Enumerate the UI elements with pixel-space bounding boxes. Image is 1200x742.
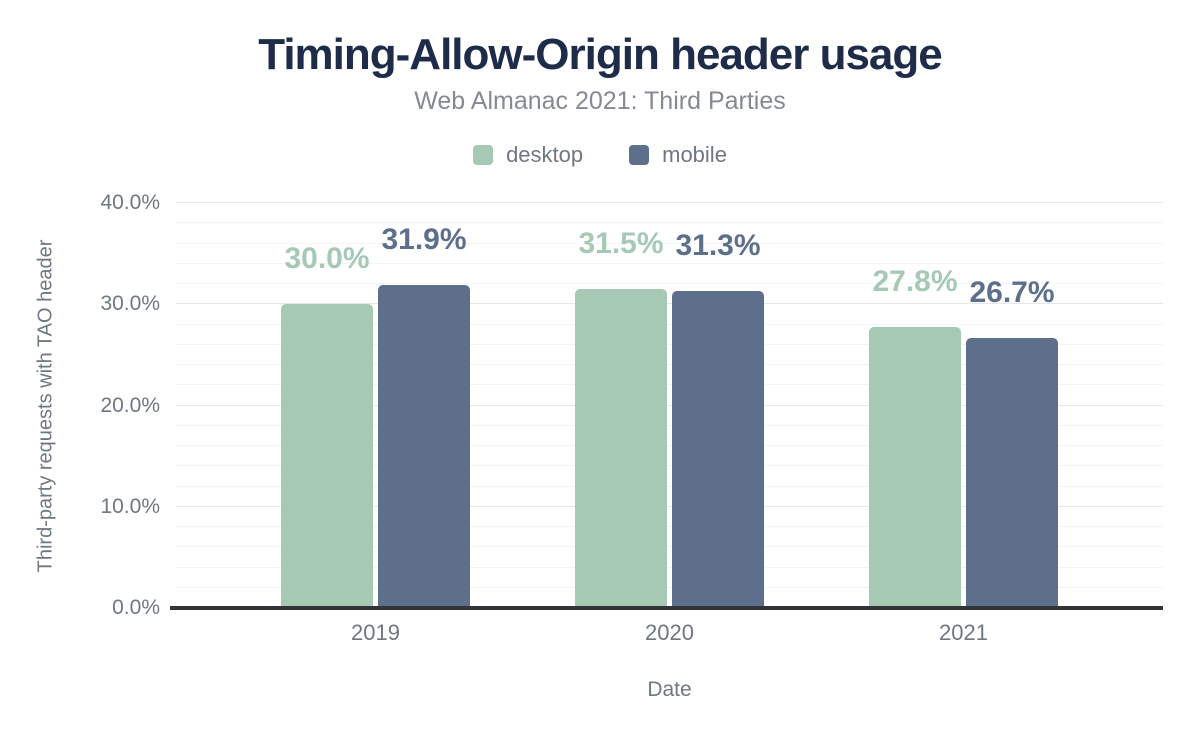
x-axis-title: Date (647, 678, 692, 701)
y-tick-label-0.0%: 0.0% (112, 596, 160, 619)
y-tick-label-20.0%: 20.0% (100, 393, 160, 417)
bar-desktop-2020[interactable] (575, 289, 667, 608)
minor-gridline (176, 546, 1163, 548)
minor-gridline (176, 283, 1163, 284)
bar-desktop-2021[interactable] (869, 326, 961, 608)
bar-mobile-2019[interactable] (378, 285, 470, 608)
legend-item-desktop: desktop (473, 142, 583, 168)
major-gridline (176, 202, 1163, 203)
x-tick-label-2020: 2020 (645, 620, 694, 645)
minor-gridline (176, 566, 1163, 568)
y-tick-label-30.0%: 30.0% (100, 292, 160, 316)
y-tick-label-40.0%: 40.0% (100, 191, 160, 214)
minor-gridline (176, 222, 1163, 224)
minor-gridline (176, 586, 1163, 588)
minor-gridline (176, 242, 1163, 244)
minor-gridline (176, 485, 1163, 487)
legend-item-mobile: mobile (629, 142, 727, 168)
value-label-desktop-2021: 27.8% (872, 264, 958, 298)
value-label-mobile-2021: 26.7% (969, 275, 1055, 309)
minor-gridline (176, 526, 1163, 527)
major-gridline (176, 505, 1163, 507)
x-tick-label-2019: 2019 (351, 620, 400, 645)
chart-subtitle: Web Almanac 2021: Third Parties (414, 87, 786, 115)
minor-gridline (176, 262, 1163, 264)
value-label-mobile-2019: 31.9% (381, 223, 467, 257)
minor-gridline (176, 323, 1163, 325)
value-label-desktop-2020: 31.5% (578, 227, 664, 261)
major-gridline (176, 404, 1163, 406)
minor-gridline (176, 384, 1163, 386)
bar-desktop-2019[interactable] (281, 304, 373, 608)
minor-gridline (176, 343, 1163, 345)
major-gridline (176, 303, 1163, 305)
x-axis-line (170, 606, 1163, 610)
legend-label-mobile: mobile (662, 142, 727, 167)
legend-swatch-desktop-icon (473, 145, 494, 165)
legend-swatch-mobile-icon (629, 145, 650, 165)
minor-gridline (176, 424, 1163, 426)
legend: desktop mobile (0, 142, 1200, 168)
minor-gridline (176, 465, 1163, 467)
value-label-mobile-2020: 31.3% (675, 229, 761, 263)
x-tick-label-2021: 2021 (939, 620, 988, 645)
bar-mobile-2020[interactable] (672, 291, 764, 608)
plot-area: 30.0% 31.9% 31.5% 31.3% 27.8% 26.7% (170, 202, 1163, 610)
minor-gridline (176, 445, 1163, 446)
value-label-desktop-2019: 30.0% (284, 242, 370, 276)
y-tick-label-10.0%: 10.0% (100, 494, 160, 518)
chart-title: Timing-Allow-Origin header usage (258, 30, 943, 79)
minor-gridline (176, 364, 1163, 365)
legend-label-desktop: desktop (506, 142, 584, 167)
bar-mobile-2021[interactable] (966, 337, 1058, 608)
